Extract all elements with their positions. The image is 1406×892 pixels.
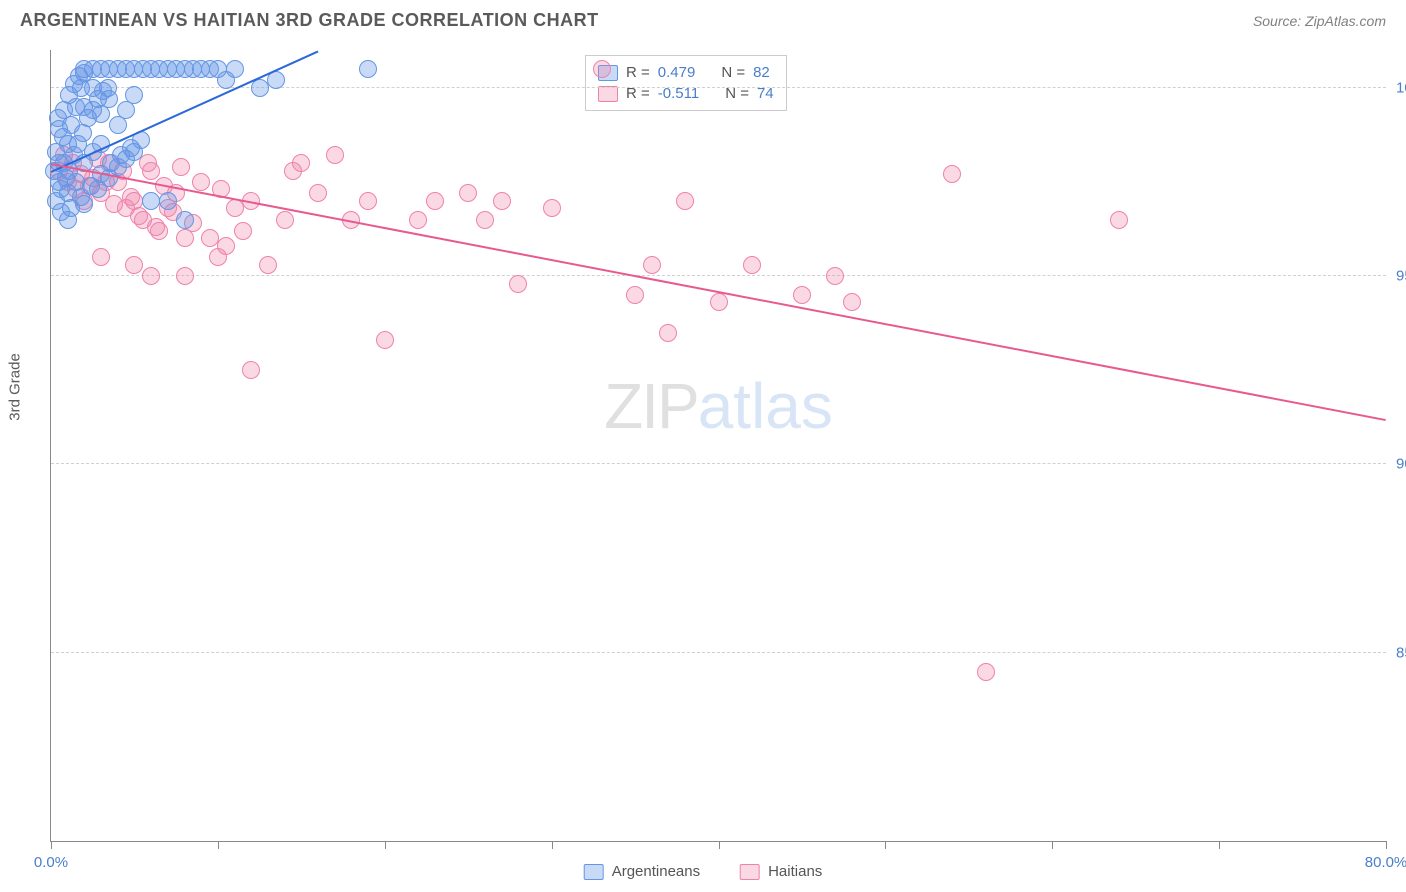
- scatter-point: [643, 256, 661, 274]
- scatter-point: [192, 173, 210, 191]
- scatter-point: [176, 267, 194, 285]
- scatter-point: [100, 90, 118, 108]
- scatter-point: [142, 192, 160, 210]
- swatch-haitians-2: [740, 864, 760, 880]
- chart-title: ARGENTINEAN VS HAITIAN 3RD GRADE CORRELA…: [20, 10, 599, 31]
- x-tick-label: 80.0%: [1365, 854, 1406, 871]
- y-axis-label: 3rd Grade: [7, 353, 24, 421]
- scatter-point: [84, 79, 102, 97]
- scatter-point: [125, 86, 143, 104]
- plot-area: ZIPatlas R = 0.479 N = 82 R = -0.511 N =…: [50, 50, 1386, 842]
- scatter-point: [626, 286, 644, 304]
- scatter-point: [659, 324, 677, 342]
- scatter-point: [943, 165, 961, 183]
- scatter-point: [201, 229, 219, 247]
- scatter-point: [309, 184, 327, 202]
- scatter-point: [226, 199, 244, 217]
- scatter-point: [793, 286, 811, 304]
- scatter-point: [493, 192, 511, 210]
- scatter-point: [92, 248, 110, 266]
- watermark: ZIPatlas: [604, 369, 833, 443]
- scatter-point: [159, 192, 177, 210]
- scatter-point: [47, 143, 65, 161]
- series-label-arg: Argentineans: [612, 863, 700, 880]
- scatter-point: [826, 267, 844, 285]
- swatch-haitians: [598, 86, 618, 102]
- watermark-atlas: atlas: [698, 370, 833, 442]
- scatter-point: [147, 218, 165, 236]
- legend-item-arg: Argentineans: [584, 863, 700, 880]
- legend-item-hai: Haitians: [740, 863, 822, 880]
- scatter-point: [105, 195, 123, 213]
- x-tick-label: 0.0%: [34, 854, 68, 871]
- r-label: R =: [626, 64, 650, 81]
- scatter-point: [142, 267, 160, 285]
- source-label: Source: ZipAtlas.com: [1253, 13, 1386, 29]
- scatter-point: [426, 192, 444, 210]
- legend-row-arg: R = 0.479 N = 82: [598, 62, 774, 83]
- chart-container: ZIPatlas R = 0.479 N = 82 R = -0.511 N =…: [50, 50, 1386, 842]
- scatter-point: [359, 60, 377, 78]
- scatter-point: [743, 256, 761, 274]
- n-label: N =: [721, 64, 745, 81]
- scatter-point: [843, 293, 861, 311]
- y-tick-label: 95.0%: [1396, 268, 1406, 285]
- scatter-point: [242, 361, 260, 379]
- y-tick-label: 85.0%: [1396, 644, 1406, 661]
- scatter-point: [125, 256, 143, 274]
- scatter-point: [676, 192, 694, 210]
- bottom-legend: Argentineans Haitians: [584, 863, 823, 880]
- scatter-point: [226, 60, 244, 78]
- scatter-point: [234, 222, 252, 240]
- scatter-point: [130, 207, 148, 225]
- correlation-legend: R = 0.479 N = 82 R = -0.511 N = 74: [585, 55, 787, 111]
- n-value-arg: 82: [753, 64, 770, 81]
- scatter-point: [59, 211, 77, 229]
- scatter-point: [459, 184, 477, 202]
- scatter-point: [509, 275, 527, 293]
- header: ARGENTINEAN VS HAITIAN 3RD GRADE CORRELA…: [0, 0, 1406, 36]
- watermark-zip: ZIP: [604, 370, 698, 442]
- r-value-arg: 0.479: [658, 64, 696, 81]
- scatter-point: [593, 60, 611, 78]
- scatter-point: [710, 293, 728, 311]
- scatter-point: [276, 211, 294, 229]
- scatter-point: [50, 120, 68, 138]
- scatter-point: [284, 162, 302, 180]
- scatter-point: [326, 146, 344, 164]
- scatter-point: [376, 331, 394, 349]
- scatter-point: [543, 199, 561, 217]
- scatter-point: [122, 188, 140, 206]
- scatter-point: [217, 237, 235, 255]
- scatter-point: [977, 663, 995, 681]
- scatter-point: [476, 211, 494, 229]
- scatter-point: [409, 211, 427, 229]
- scatter-point: [359, 192, 377, 210]
- y-tick-label: 100.0%: [1396, 79, 1406, 96]
- y-tick-label: 90.0%: [1396, 456, 1406, 473]
- scatter-point: [176, 211, 194, 229]
- scatter-point: [259, 256, 277, 274]
- scatter-point: [75, 98, 93, 116]
- trend-line: [51, 163, 1386, 421]
- scatter-point: [1110, 211, 1128, 229]
- swatch-argentineans-2: [584, 864, 604, 880]
- series-label-hai: Haitians: [768, 863, 822, 880]
- scatter-point: [172, 158, 190, 176]
